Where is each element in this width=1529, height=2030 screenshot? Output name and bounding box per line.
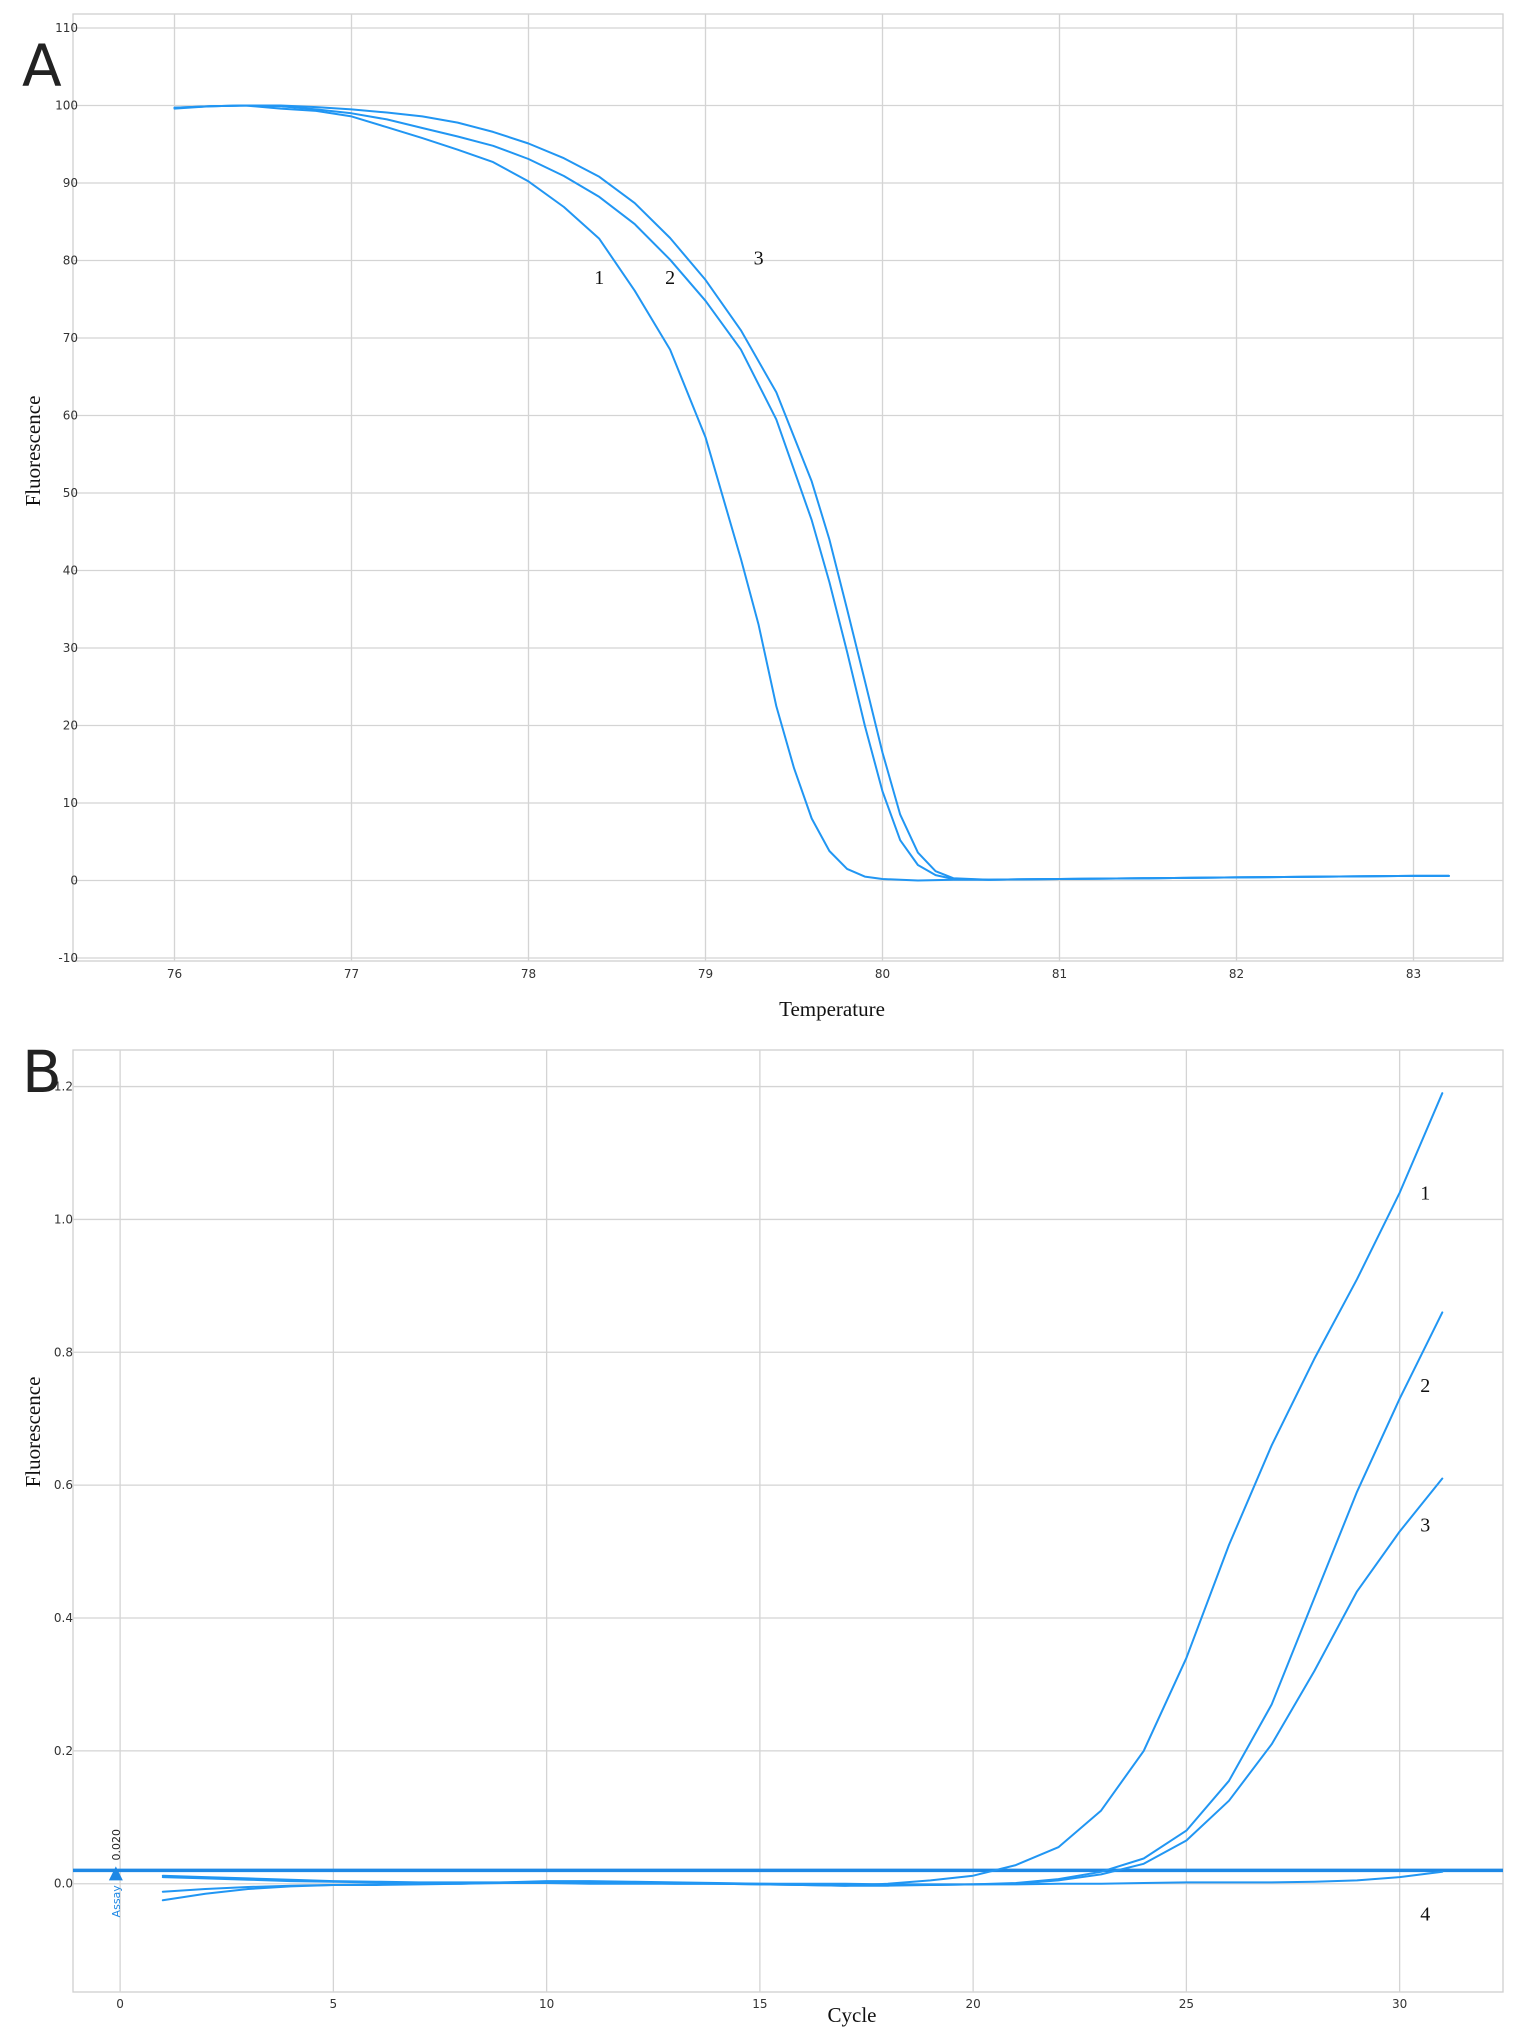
panel-a-x-tick-label: 78: [521, 967, 536, 981]
panel-a-y-tick-label: 80: [63, 254, 78, 268]
panel-a-x-tick-label: 81: [1052, 967, 1067, 981]
panel-b-threshold-value: 0.020: [110, 1829, 123, 1861]
panel-b-series-1-label: 1: [1420, 1183, 1430, 1205]
panel-b-series-2-label: 2: [1420, 1375, 1430, 1397]
panel-b-y-tick-label: 0.6: [54, 1478, 73, 1492]
panel-b-x-tick-label: 0: [116, 1997, 124, 2011]
panel-b-threshold-marker-icon: [108, 1866, 123, 1881]
panel-a-y-tick-label: 110: [55, 21, 78, 35]
panel-b-x-axis-title: Cycle: [828, 2003, 877, 2027]
panel-b-series-4-label: 4: [1420, 1903, 1430, 1925]
panel-b-series-1-line: [161, 1092, 1444, 1887]
panel-a-x-axis-title: Temperature: [779, 997, 885, 1021]
panel-a-x-tick-label: 83: [1406, 967, 1421, 981]
panel-a-y-tick-label: 30: [63, 641, 78, 655]
panel-a-series-3-line: [173, 104, 1450, 881]
panel-b-x-tick-label: 25: [1179, 1997, 1194, 2011]
panel-a-y-tick-label: 90: [63, 176, 78, 190]
panel-a-y-tick-label: 60: [63, 409, 78, 423]
panel-b-series-2-line: [161, 1311, 1444, 1893]
panel-a-y-tick-label: -10: [58, 951, 78, 965]
panel-a-series-3-label: 3: [754, 247, 764, 269]
panel-b-y-tick-label: 0.0: [54, 1877, 73, 1891]
panel-a-y-tick-label: 0: [70, 874, 78, 888]
panel-b-series-3-line: [161, 1477, 1444, 1902]
panel-a-y-tick-label: 70: [63, 331, 78, 345]
panel-b-y-tick-label: 0.4: [54, 1611, 73, 1625]
panel-b-y-tick-label: 1.0: [54, 1212, 73, 1226]
panel-a-x-tick-label: 76: [167, 967, 182, 981]
panel-a-melt-curve-chart: -10 0 10 20 30 40 50 60 70 80 90 100 110 76 77 78 79 80 81…: [21, 13, 1504, 1021]
panel-a-y-tick-label: 10: [63, 796, 78, 810]
panel-b-x-tick-label: 5: [330, 1997, 338, 2011]
panel-a-y-tick-label: 40: [63, 564, 78, 578]
panel-b-series-3-label: 3: [1420, 1515, 1430, 1537]
panel-b-panel-letter: B: [22, 1038, 62, 1106]
panel-b-y-tick-label: 0.8: [54, 1345, 73, 1359]
panel-a-y-tick-label: 50: [63, 486, 78, 500]
panel-b-threshold-name: Assay: [110, 1885, 123, 1918]
panel-a-x-tick-label: 77: [344, 967, 359, 981]
panel-b-series-4-line: [161, 1870, 1444, 1886]
panel-b-x-tick-label: 20: [965, 1997, 980, 2011]
panel-a-x-tick-label: 82: [1229, 967, 1244, 981]
panel-a-series-1-label: 1: [594, 267, 604, 289]
panel-b-amplification-chart: 0.0 0.2 0.4 0.6 0.8 1.0 1.2 0 5 10 15 20 25 30 0.020 As…: [21, 1038, 1504, 2027]
panel-b-x-tick-label: 30: [1392, 1997, 1407, 2011]
panel-b-plot-frame: [72, 1049, 1504, 1993]
panel-b-x-tick-label: 10: [539, 1997, 554, 2011]
panel-a-panel-letter: A: [22, 32, 62, 100]
panel-b-x-tick-label: 15: [752, 1997, 767, 2011]
panel-a-y-tick-label: 20: [63, 719, 78, 733]
panel-b-y-axis-title: Fluorescence: [21, 1377, 45, 1488]
panel-a-y-axis-title: Fluorescence: [21, 396, 45, 507]
panel-b-y-tick-label: 1.2: [54, 1080, 73, 1094]
panel-a-x-tick-label: 79: [698, 967, 713, 981]
panel-a-x-tick-label: 80: [875, 967, 890, 981]
panel-a-plot-frame: [72, 13, 1504, 962]
panel-a-y-tick-label: 100: [55, 99, 78, 113]
panel-b-y-tick-label: 0.2: [54, 1744, 73, 1758]
panel-a-series-2-label: 2: [665, 267, 675, 289]
